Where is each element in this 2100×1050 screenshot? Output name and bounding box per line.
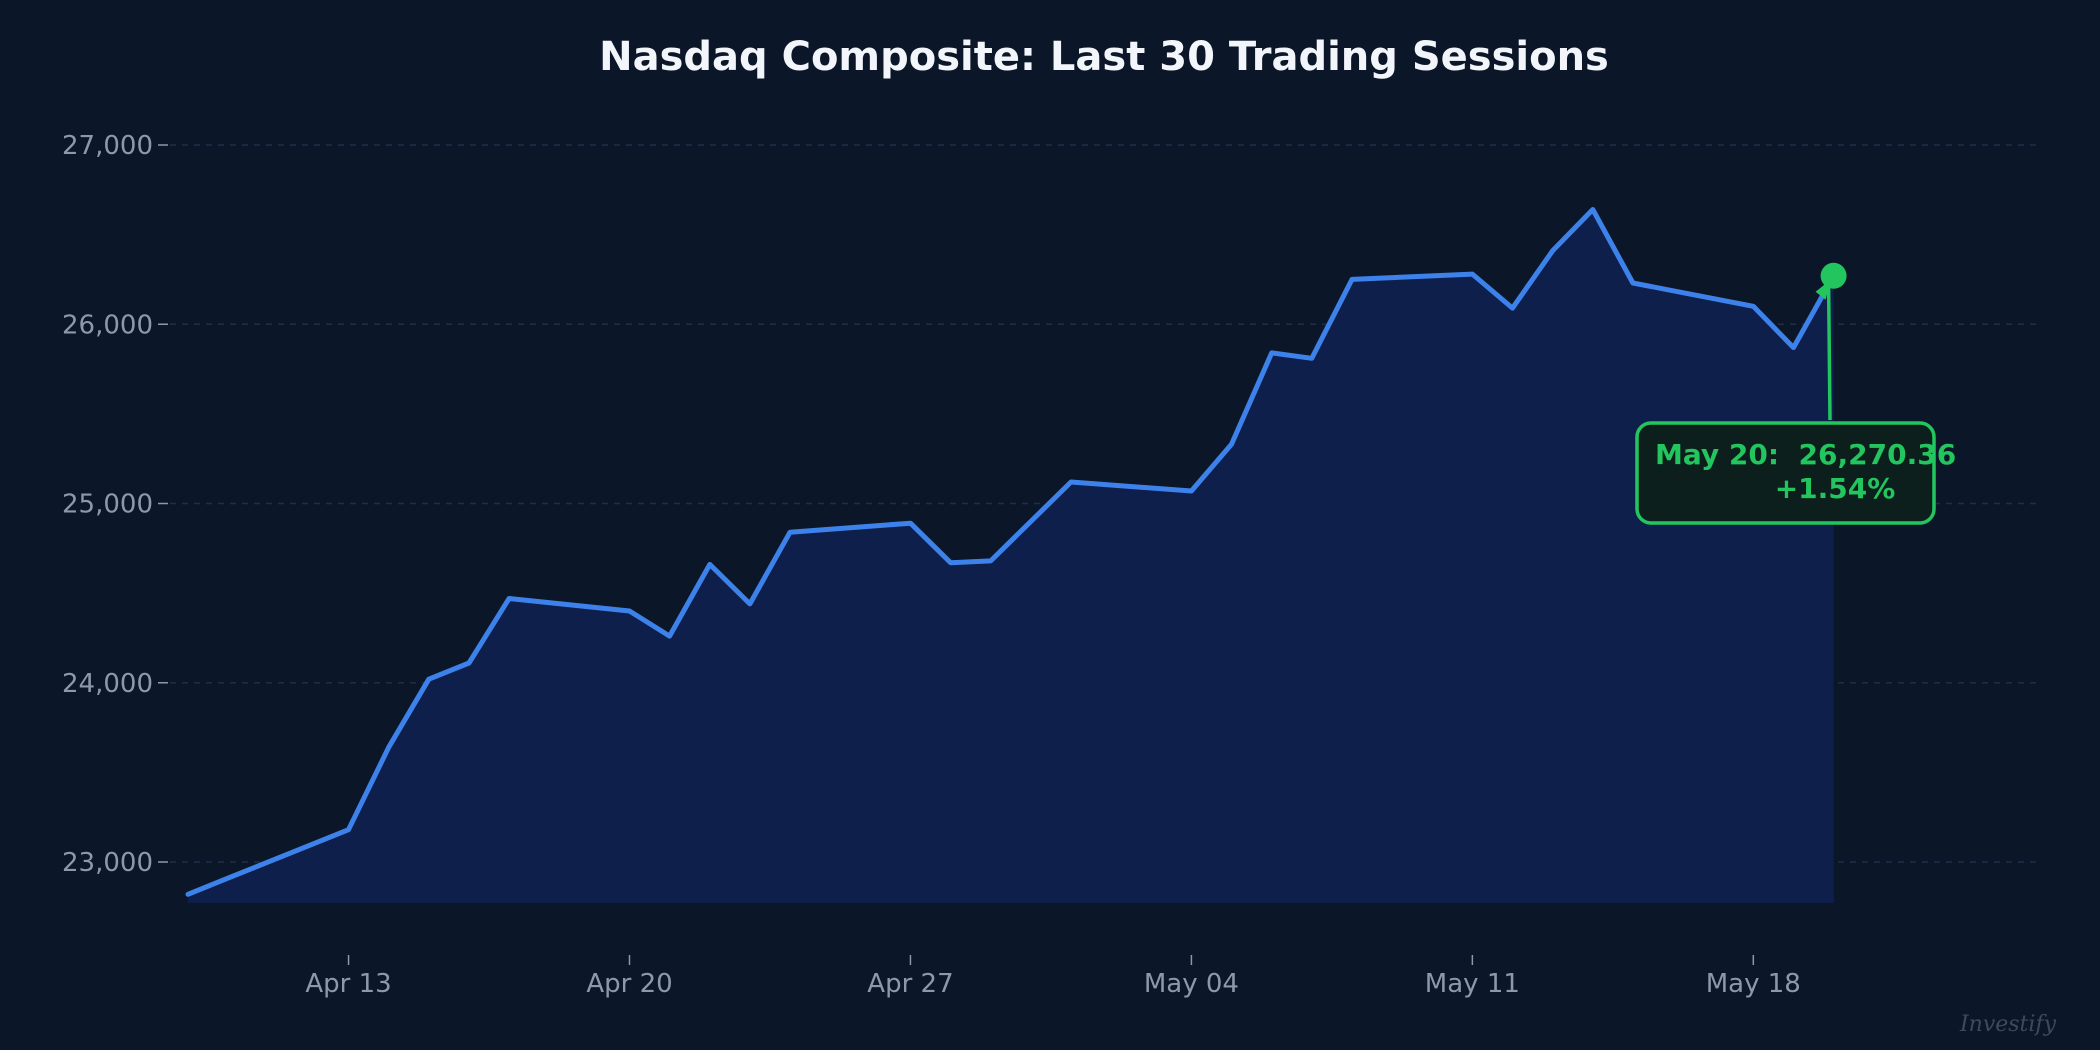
series-line [185, 207, 1837, 897]
y-tick-label: 25,000 [62, 490, 153, 520]
series-area-fill [188, 209, 1834, 903]
area-layer [188, 209, 1834, 903]
y-tick-label: 26,000 [62, 310, 153, 340]
x-tick-label: Apr 27 [867, 969, 953, 999]
callout-value-text: May 20: 26,270.36 [1655, 438, 1956, 471]
x-tick-label: Apr 20 [586, 969, 672, 999]
x-tick-label: Apr 13 [305, 969, 391, 999]
x-tick-label: May 11 [1425, 969, 1520, 999]
y-tick-label: 23,000 [62, 848, 153, 878]
chart-title: Nasdaq Composite: Last 30 Trading Sessio… [599, 34, 1609, 80]
callout-arrow-line [1826, 284, 1832, 421]
annotation-layer: May 20: 26,270.36+1.54% [1635, 262, 1956, 525]
x-tick-label: May 04 [1144, 969, 1239, 999]
line-layer [185, 207, 1837, 897]
axis-layer: 23,000 24,000 25,000 26,000 27,000 Apr 13 Apr … [62, 131, 1801, 999]
callout-box [1635, 421, 1936, 525]
watermark: Investify [1959, 1012, 2057, 1037]
y-tick-label: 27,000 [62, 131, 153, 161]
last-point-marker [1820, 262, 1847, 289]
callout-change-text: +1.54% [1775, 472, 1896, 505]
x-tick-label: May 18 [1706, 969, 1801, 999]
y-tick-label: 24,000 [62, 669, 153, 699]
